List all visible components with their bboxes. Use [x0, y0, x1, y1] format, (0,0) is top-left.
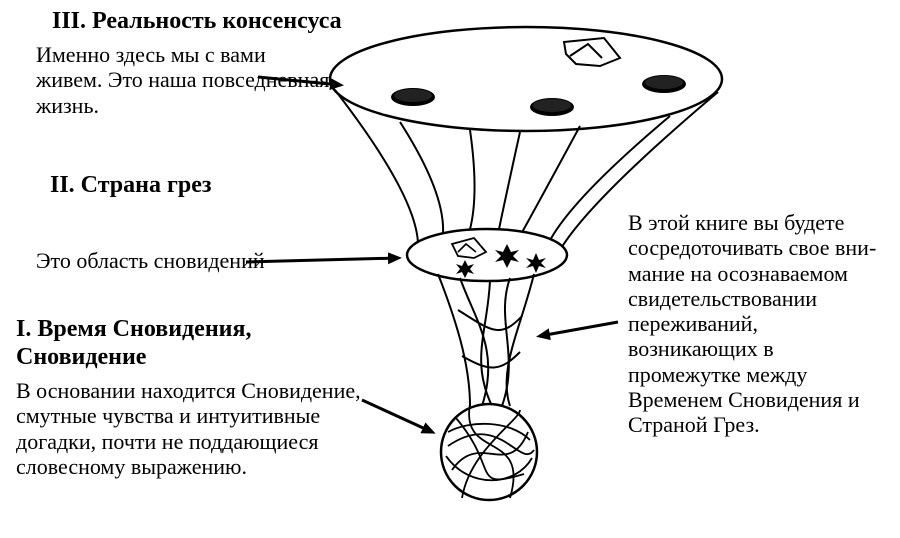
level2-title: II. Страна грез [50, 172, 350, 200]
level1-body: В основании находится Снови­дение, смутн… [16, 378, 368, 479]
level1-title: I. Время Сновидения, Сновидение [16, 316, 336, 371]
level2-body: Это область сновидений [36, 248, 336, 273]
arrow-from-right-text [540, 322, 618, 336]
level3-title: III. Реальность консенсуса [52, 8, 412, 36]
arrow-to-sphere [362, 400, 432, 432]
diagram-stage: III. Реальность консенсуса Именно здесь … [0, 0, 900, 538]
funnel-mid-to-sphere [438, 274, 534, 406]
right-body: В этой книге вы будете сосредото­чивать … [628, 210, 882, 438]
bottom-sphere [441, 404, 537, 500]
top-disk [330, 27, 722, 131]
level3-body: Именно здесь мы с вами живем. Это наша п… [36, 42, 336, 118]
mid-disk [407, 229, 567, 281]
